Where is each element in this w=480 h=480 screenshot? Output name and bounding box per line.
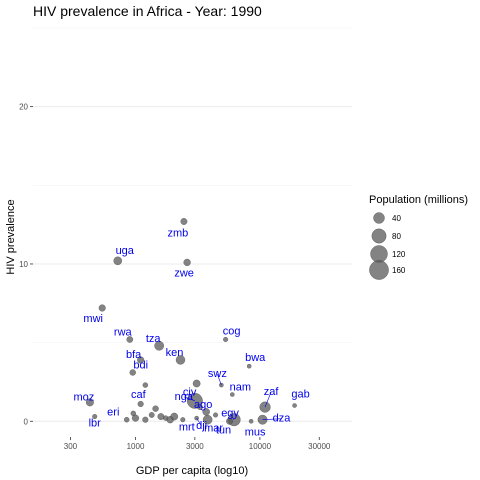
data-point <box>157 413 165 420</box>
point-label-nga: nga <box>175 391 194 403</box>
data-point <box>197 404 203 410</box>
data-point-rwa <box>126 336 134 343</box>
y-tick-label: 0 <box>24 417 29 426</box>
x-tick-label: 300 <box>64 442 78 451</box>
point-label-zaf: zaf <box>264 386 280 398</box>
legend-label-40: 40 <box>392 214 401 223</box>
legend-key-40 <box>373 212 385 224</box>
data-point-cog <box>223 336 229 342</box>
point-label-tun: tun <box>216 424 231 436</box>
x-axis-title: GDP per capita (log10) <box>136 465 248 477</box>
data-point <box>213 412 219 418</box>
point-label-bwa: bwa <box>245 352 266 364</box>
point-label-zmb: zmb <box>168 227 189 239</box>
data-point-gab <box>292 403 297 408</box>
data-points <box>86 218 297 427</box>
legend-key-120 <box>370 245 388 263</box>
data-point-caf <box>142 382 149 388</box>
x-tick-label: 30000 <box>308 442 331 451</box>
point-label-mrt: mrt <box>179 422 195 434</box>
point-label-swz: swz <box>208 368 227 380</box>
point-label-egy: egy <box>221 408 239 420</box>
data-point <box>137 400 144 407</box>
legend-title: Population (millions) <box>369 194 468 206</box>
data-point-mar <box>202 414 213 425</box>
data-point <box>170 412 179 421</box>
data-point <box>124 417 130 423</box>
data-point-civ <box>192 379 201 388</box>
label-leader-dza <box>262 418 282 420</box>
data-point <box>152 405 159 412</box>
data-point-mus <box>248 419 254 424</box>
data-point <box>148 412 155 418</box>
label-leader-egy <box>229 413 235 420</box>
point-label-caf: caf <box>131 389 147 401</box>
label-leader-dji <box>196 417 202 427</box>
data-point-mrt <box>180 417 186 423</box>
axes: 0 10 20 300 1000 3000 10000 30000 <box>19 103 331 451</box>
y-tick-label: 10 <box>19 260 28 269</box>
point-label-tza: tza <box>146 333 162 345</box>
x-tick-label: 1000 <box>127 442 145 451</box>
point-label-uga: uga <box>116 245 135 257</box>
point-label-civ: civ <box>183 387 197 399</box>
data-point-ken <box>175 355 186 365</box>
label-leader-swz <box>217 373 222 386</box>
data-point-tza <box>154 340 164 351</box>
point-label-cog: cog <box>223 325 241 337</box>
point-label-ago: ago <box>194 399 212 411</box>
point-label-rwa: rwa <box>114 326 133 338</box>
label-leader-zaf <box>264 392 272 408</box>
point-label-nam: nam <box>230 382 251 394</box>
data-point-swz <box>219 382 224 388</box>
data-point-uga <box>113 256 122 266</box>
data-point-zmb <box>180 218 188 225</box>
grid-lines <box>33 27 352 422</box>
x-tick-label: 3000 <box>186 442 204 451</box>
point-label-moz: moz <box>74 391 95 403</box>
point-label-eri: eri <box>107 406 119 418</box>
data-point-lbr <box>92 414 98 420</box>
point-label-bfa: bfa <box>126 349 142 361</box>
legend-items: 40 80 120 160 <box>369 212 406 280</box>
point-label-bdi: bdi <box>133 360 148 372</box>
legend-key-80 <box>371 228 387 244</box>
data-point-bwa <box>246 364 252 369</box>
data-point-bdi <box>129 369 136 376</box>
point-label-dza: dza <box>273 413 292 425</box>
point-label-mus: mus <box>245 426 266 438</box>
point-label-mwi: mwi <box>83 313 103 325</box>
y-axis-title: HIV prevalence <box>5 199 17 274</box>
data-point <box>142 416 149 423</box>
point-label-gab: gab <box>291 389 309 401</box>
data-point <box>132 414 139 422</box>
data-point-bfa <box>137 356 145 364</box>
data-point-moz <box>86 398 94 407</box>
legend: Population (millions) 40 80 120 160 <box>369 194 468 280</box>
legend-label-120: 120 <box>392 250 406 259</box>
label-leader-nga <box>183 396 195 402</box>
data-point-zwe <box>183 258 191 266</box>
y-tick-label: 20 <box>19 103 28 112</box>
data-point-nam <box>230 392 235 397</box>
data-point-mwi <box>98 304 106 312</box>
point-label-mar: mar <box>204 423 223 435</box>
legend-key-160 <box>369 260 389 280</box>
point-label-dji: dji <box>196 420 207 432</box>
chart-title: HIV prevalence in Africa - Year: 1990 <box>33 3 262 19</box>
x-tick-label: 10000 <box>249 442 272 451</box>
legend-label-80: 80 <box>392 232 401 241</box>
legend-label-160: 160 <box>392 266 406 275</box>
point-label-ken: ken <box>166 347 184 359</box>
point-label-lbr: lbr <box>89 418 102 430</box>
point-label-zwe: zwe <box>174 267 194 279</box>
data-point-tun <box>226 417 233 425</box>
